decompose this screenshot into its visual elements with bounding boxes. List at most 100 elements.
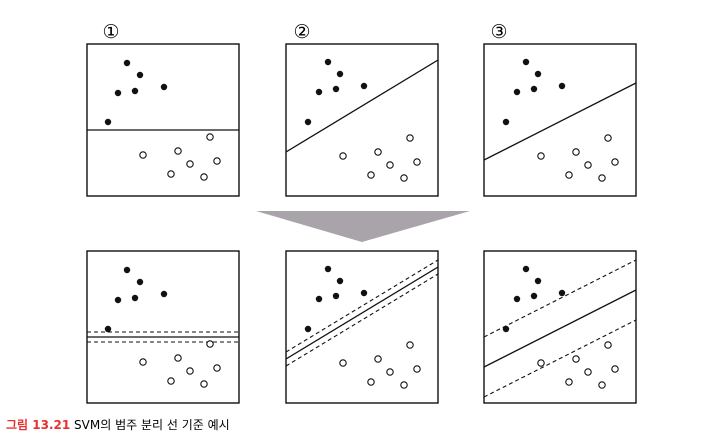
filled-point [360, 289, 368, 297]
separator-line [484, 82, 636, 161]
panel-numbers: ① ② ③ [102, 21, 507, 43]
open-point [186, 160, 194, 168]
filled-point [160, 290, 168, 298]
filled-point [114, 89, 122, 97]
margin-line-upper [286, 259, 438, 353]
margin-line-lower [286, 273, 438, 367]
filled-point [336, 277, 344, 285]
transition-arrow [256, 211, 470, 242]
panel-grid [86, 43, 637, 404]
open-point [565, 171, 573, 179]
figure-caption: 그림 13.21 SVM의 범주 분리 선 기준 예시 [6, 417, 230, 433]
filled-point [558, 289, 566, 297]
panel-top-2 [285, 43, 439, 197]
filled-point [513, 88, 521, 96]
open-point [598, 381, 606, 389]
filled-point [123, 266, 131, 274]
open-point [584, 161, 592, 169]
panel-bottom-3 [483, 250, 637, 404]
filled-point [530, 292, 538, 300]
open-point [339, 359, 347, 367]
panel-content [484, 259, 636, 398]
panel-content [87, 266, 239, 388]
open-point [413, 365, 421, 373]
panel-content [87, 59, 239, 181]
filled-point [160, 83, 168, 91]
panel-number-1: ① [102, 21, 119, 43]
filled-point [131, 294, 139, 302]
filled-point [136, 278, 144, 286]
filled-point [558, 82, 566, 90]
filled-point [104, 118, 112, 126]
open-point [611, 365, 619, 373]
open-point [537, 152, 545, 160]
filled-point [336, 70, 344, 78]
separator-line [286, 266, 438, 360]
panel-bottom-2 [285, 250, 439, 404]
open-point [186, 367, 194, 375]
caption-text: SVM의 범주 분리 선 기준 예시 [74, 418, 230, 432]
panel-bottom-1 [86, 250, 240, 404]
open-point [400, 174, 408, 182]
separator-line [484, 289, 636, 368]
open-point [200, 380, 208, 388]
filled-point [502, 118, 510, 126]
filled-point [513, 295, 521, 303]
open-point [406, 341, 414, 349]
filled-point [332, 85, 340, 93]
open-point [584, 368, 592, 376]
panel-frame [86, 43, 240, 197]
panel-frame [86, 250, 240, 404]
open-point [367, 171, 375, 179]
open-point [213, 157, 221, 165]
open-point [374, 148, 382, 156]
open-point [604, 341, 612, 349]
filled-point [324, 265, 332, 273]
panel-top-1 [86, 43, 240, 197]
caption-label: 그림 13.21 [6, 418, 71, 432]
open-point [386, 368, 394, 376]
open-point [174, 147, 182, 155]
margin-line-lower [484, 319, 636, 398]
open-point [167, 170, 175, 178]
filled-point [332, 292, 340, 300]
panel-frame [483, 250, 637, 404]
open-point [374, 355, 382, 363]
filled-point [502, 325, 510, 333]
filled-point [131, 87, 139, 95]
panel-frame [483, 43, 637, 197]
panel-number-2: ② [293, 21, 310, 43]
open-point [400, 381, 408, 389]
filled-point [315, 295, 323, 303]
open-point [339, 152, 347, 160]
open-point [572, 355, 580, 363]
open-point [572, 148, 580, 156]
panel-content [286, 58, 438, 182]
open-point [406, 134, 414, 142]
open-point [174, 354, 182, 362]
filled-point [304, 118, 312, 126]
open-point [200, 173, 208, 181]
open-point [604, 134, 612, 142]
filled-point [360, 82, 368, 90]
open-point [139, 151, 147, 159]
open-point [611, 158, 619, 166]
filled-point [304, 325, 312, 333]
filled-point [534, 70, 542, 78]
filled-point [315, 88, 323, 96]
filled-point [324, 58, 332, 66]
panel-number-3: ③ [490, 21, 507, 43]
panel-top-3 [483, 43, 637, 197]
panel-content [286, 259, 438, 389]
filled-point [522, 58, 530, 66]
filled-point [114, 296, 122, 304]
open-point [413, 158, 421, 166]
margin-line-upper [484, 259, 636, 338]
filled-point [104, 325, 112, 333]
panel-frame [285, 43, 439, 197]
open-point [206, 133, 214, 141]
panel-frame [285, 250, 439, 404]
open-point [206, 340, 214, 348]
open-point [598, 174, 606, 182]
